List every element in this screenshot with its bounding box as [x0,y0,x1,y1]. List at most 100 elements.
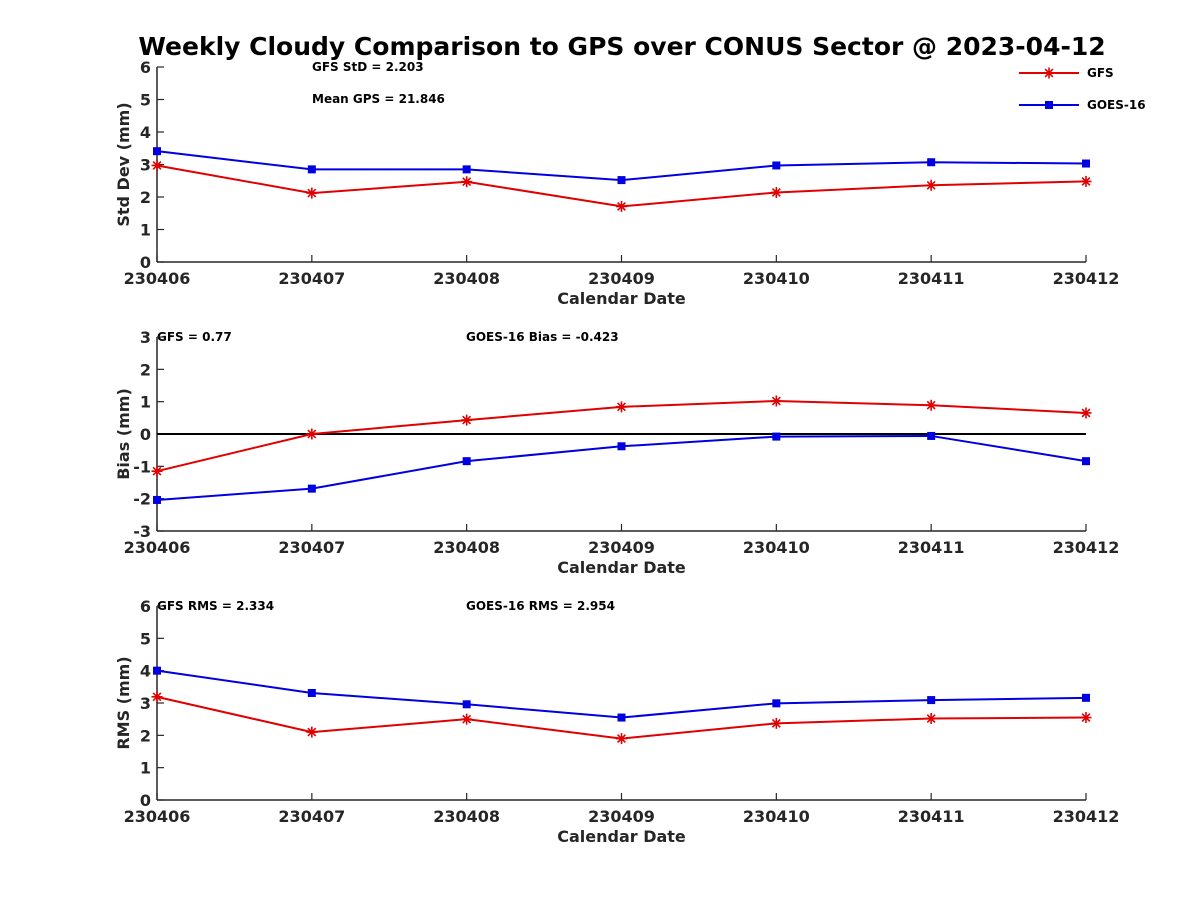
gfs-point [616,401,627,413]
x-tick-label: 230409 [588,538,655,557]
goes-16-point [153,495,161,504]
goes-16-point [1082,159,1090,168]
gfs-point [151,159,163,171]
y-axis-label: Bias (mm) [114,388,133,480]
y-tick-label: 4 [140,662,151,681]
goes-16-point [772,432,781,441]
gfs-point [151,691,163,703]
goes-16-point [1082,693,1090,702]
chart-legend: GFS GOES-16 [1019,66,1146,112]
rms-panel: GFS RMS = 2.334 GOES-16 RMS = 2.954 0 1 23… [114,597,1119,846]
x-tick-label: 230408 [433,807,500,826]
gfs-series-line [156,164,1087,208]
y-tick-label: 5 [140,91,151,110]
gfs-point [770,717,782,729]
y-axis-label: Std Dev (mm) [114,102,133,226]
chart-title: Weekly Cloudy Comparison to GPS over CON… [138,32,1105,61]
gfs-point [925,713,937,725]
goes-16-point [772,161,781,170]
goes-16-series-line [156,150,1087,182]
x-tick-label: 230411 [898,807,965,826]
y-tick-label: 2 [140,188,151,207]
x-tick-label: 230408 [433,538,500,557]
y-tick-label: 1 [140,759,151,778]
goes-16-series-line [156,669,1087,719]
y-tick-label: -1 [133,457,151,476]
goes-16-point [307,165,316,174]
x-tick-label: 230410 [743,538,810,557]
goes-16-point [462,165,471,174]
y-tick-label: 0 [140,791,151,810]
gfs-point [461,176,473,188]
y-tick-label: 4 [140,123,151,142]
x-axis-label: Calendar Date [557,558,686,577]
y-tick-label: 0 [140,425,151,444]
x-tick-label: 230410 [743,807,810,826]
x-tick-label: 230412 [1053,807,1120,826]
goes16-bias-annotation: GOES-16 Bias = -0.423 [466,330,619,344]
goes-16-point [462,457,471,466]
gfs-rms-annotation: GFS RMS = 2.334 [157,599,274,613]
gfs-point [306,428,318,440]
goes16-rms-annotation: GOES-16 RMS = 2.954 [466,599,615,613]
x-tick-label: 230412 [1053,538,1120,557]
goes-16-point [617,713,626,722]
goes-16-point [617,442,626,451]
goes-16-point [927,158,936,167]
x-axis-label: Calendar Date [557,289,686,308]
y-tick-label: 2 [140,726,151,745]
y-tick-label: 1 [140,221,151,240]
x-tick-label: 230408 [433,269,500,288]
y-tick-label: 3 [140,156,151,175]
goes-16-point [307,484,316,493]
y-tick-label: 6 [140,58,151,77]
x-tick-label: 230412 [1053,269,1120,288]
gfs-point [925,399,937,411]
gfs-legend-marker [1043,67,1055,79]
gfs-point [770,186,782,198]
y-tick-label: 5 [140,629,151,648]
x-tick-label: 230406 [124,538,191,557]
y-tick-label: 3 [140,328,151,347]
y-tick-label: -2 [133,490,151,509]
x-tick-label: 230407 [278,538,345,557]
x-tick-label: 230409 [588,807,655,826]
gfs-point [306,187,318,199]
goes-16-point [927,431,936,440]
y-tick-label: 0 [140,253,151,272]
goes-16-point [307,688,316,697]
y-tick-label: 1 [140,393,151,412]
gfs-point [770,395,782,407]
gfs-point [461,414,473,426]
x-tick-label: 230407 [278,807,345,826]
mean-gps-annotation: Mean GPS = 21.846 [312,92,445,106]
gfs-point [1080,175,1092,187]
std-dev-panel: GFS StD = 2.203 Mean GPS = 21.846 0 1 2 3 4 5… [114,58,1119,308]
gfs-point [306,726,318,738]
gfs-point [1080,407,1092,419]
x-tick-label: 230410 [743,269,810,288]
x-axis-label: Calendar Date [557,827,686,846]
gfs-legend-label: GFS [1087,66,1114,80]
gfs-std-annotation: GFS StD = 2.203 [312,60,424,74]
x-tick-label: 230407 [278,269,345,288]
gfs-point [461,713,473,725]
x-tick-label: 230409 [588,269,655,288]
x-tick-label: 230406 [124,269,191,288]
gfs-point [925,179,937,191]
x-tick-label: 230406 [124,807,191,826]
y-tick-label: 2 [140,360,151,379]
goes-16-point [153,666,161,675]
y-tick-label: 6 [140,597,151,616]
x-tick-label: 230411 [898,538,965,557]
goes-16-point [772,699,781,708]
y-tick-label: -3 [133,522,151,541]
goes-16-legend-marker [1045,101,1053,109]
x-tick-label: 230411 [898,269,965,288]
goes-16-point [462,700,471,709]
y-axis-label: RMS (mm) [114,656,133,749]
goes-16-point [927,696,936,705]
gfs-bias-annotation: GFS = 0.77 [157,330,232,344]
gfs-point [616,200,627,212]
